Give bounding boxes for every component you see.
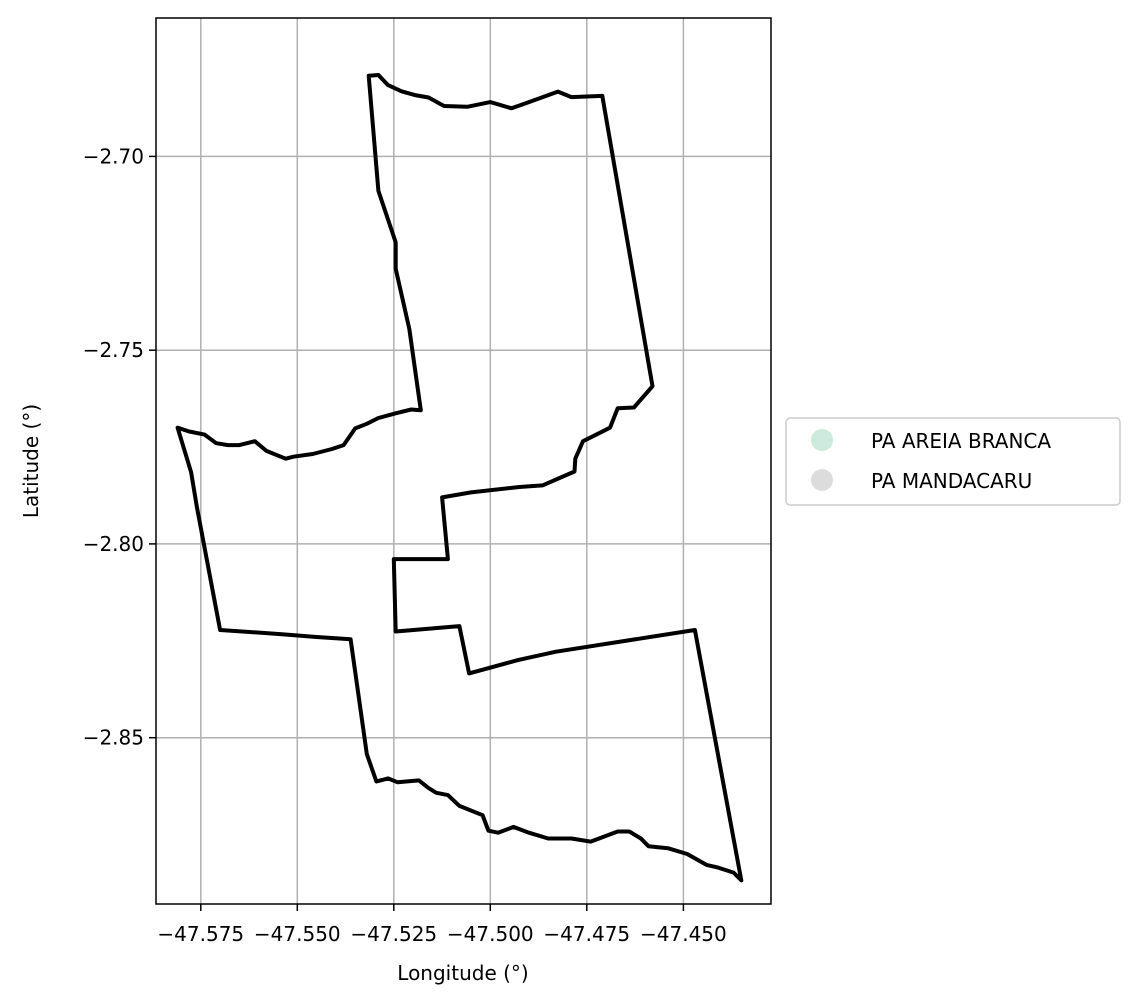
x-tick-label: −47.500 [447, 922, 534, 946]
boundary-layer [175, 73, 744, 883]
x-tick-label: −47.550 [254, 922, 341, 946]
x-axis-title: Longitude (°) [397, 961, 528, 985]
y-tick-label: −2.70 [83, 144, 144, 168]
legend-label-pa-areia-branca: PA AREIA BRANCA [871, 429, 1051, 453]
legend-marker-pa-areia-branca [811, 429, 833, 451]
y-axis-title: Latitude (°) [19, 404, 43, 518]
y-tick-label: −2.80 [83, 532, 144, 556]
y-tick-label: −2.85 [83, 726, 144, 750]
horizontal-gridlines [156, 155, 771, 739]
legend-marker-pa-mandacaru [811, 469, 833, 491]
legend-box [785, 417, 1121, 506]
boundary-outline [175, 73, 744, 883]
y-axis-ticks: −2.70 −2.75 −2.80 −2.85 [83, 144, 156, 750]
x-tick-label: −47.575 [157, 922, 244, 946]
x-axis-ticks: −47.575 −47.550 −47.525 −47.500 −47.475 −47.4… [157, 904, 727, 946]
legend: PA AREIA BRANCA PA MANDACARU [785, 417, 1121, 506]
x-tick-label: −47.450 [640, 922, 727, 946]
vertical-gridlines [200, 18, 685, 904]
plot-frame [155, 17, 772, 905]
x-tick-label: −47.475 [543, 922, 630, 946]
y-tick-label: −2.75 [83, 338, 144, 362]
legend-label-pa-mandacaru: PA MANDACARU [871, 469, 1032, 493]
x-tick-label: −47.525 [350, 922, 437, 946]
